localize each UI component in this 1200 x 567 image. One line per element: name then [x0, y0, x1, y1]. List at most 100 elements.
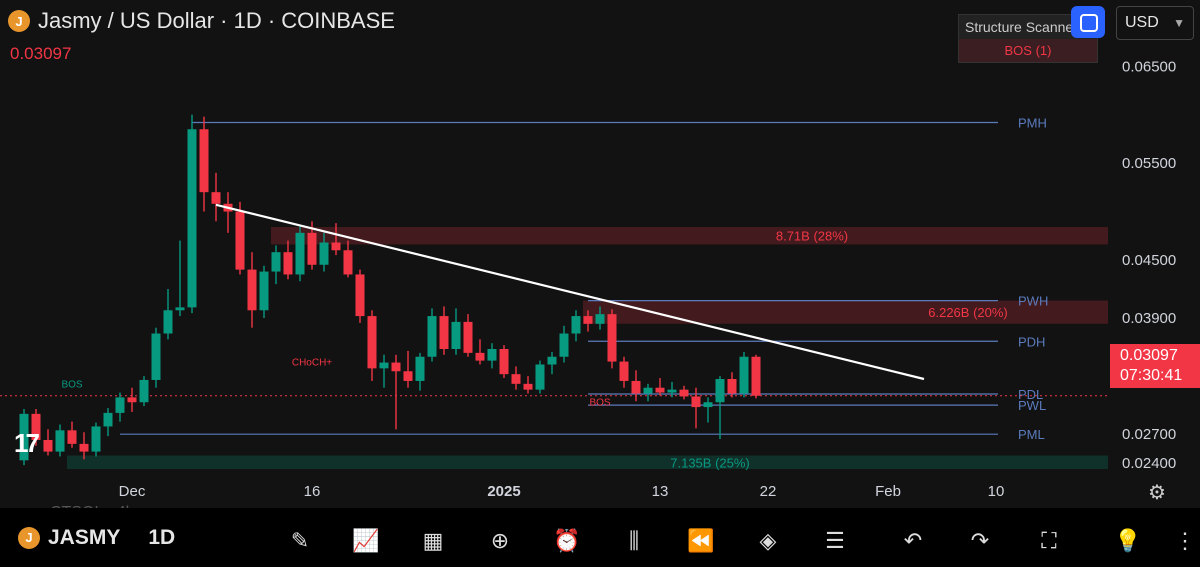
alarm-icon[interactable]: ⏰	[553, 528, 581, 553]
candle	[595, 314, 605, 324]
x-tick-label: 22	[760, 483, 777, 500]
y-tick-label: 0.06500	[1122, 58, 1176, 75]
zone-label-2: 7.135B (25%)	[670, 455, 750, 470]
symbol-selector[interactable]: J JASMY 1D	[18, 526, 278, 550]
candle	[667, 389, 677, 393]
candle	[379, 362, 389, 369]
indicators-icon[interactable]: 📈	[352, 528, 380, 553]
y-tick-label: 0.05500	[1122, 155, 1176, 172]
candle	[547, 356, 557, 365]
candle	[343, 250, 353, 275]
level-label-pwh: PWH	[1018, 294, 1048, 309]
candle	[271, 252, 281, 272]
x-tick-label: 2025	[487, 483, 520, 500]
candle	[43, 439, 53, 452]
chart-header: J Jasmy / US Dollar · 1D · COINBASE	[8, 8, 395, 34]
candle	[631, 380, 641, 394]
candle	[607, 314, 617, 362]
candle	[727, 379, 737, 394]
settings-sliders-icon[interactable]: ☰	[825, 528, 845, 553]
x-tick-label: Feb	[875, 483, 901, 500]
candle	[307, 232, 317, 265]
candle	[283, 252, 293, 275]
candle	[151, 333, 161, 380]
candle	[91, 426, 101, 452]
candle	[691, 396, 701, 408]
bottom-toolbar: J JASMY 1D ✎ 📈 ▦ ⊕ ⏰ ⫼ ⏪ ◈ ☰ ↶ ↷ ⛶ 💡 ⋮	[0, 508, 1200, 567]
candle	[403, 371, 413, 381]
candle	[511, 374, 521, 384]
y-tick-label: 0.02700	[1122, 426, 1176, 443]
candle	[451, 321, 461, 349]
candle	[619, 361, 629, 381]
structure-scanner-title: Structure Scanner	[965, 19, 1078, 35]
y-tick-label: 0.02400	[1122, 455, 1176, 472]
sync-icon[interactable]	[1071, 6, 1105, 38]
undo-icon[interactable]: ↶	[903, 528, 923, 553]
level-label-pdh: PDH	[1018, 334, 1045, 349]
candle	[211, 192, 221, 204]
annotation-bos: BOS	[589, 398, 610, 409]
gear-icon[interactable]: ⚙	[1148, 482, 1166, 504]
candles-icon[interactable]: ⫼	[628, 528, 640, 553]
candle	[19, 413, 29, 461]
candle	[643, 387, 653, 394]
candle	[703, 402, 713, 408]
current-price-label: 0.03097 07:30:41	[1110, 344, 1200, 388]
currency-label: USD	[1125, 14, 1159, 31]
candle	[535, 364, 545, 390]
level-label-pmh: PMH	[1018, 115, 1047, 130]
zone-0	[271, 227, 1108, 245]
more-icon[interactable]: ⋮	[1174, 528, 1196, 553]
candle	[175, 307, 185, 311]
trendline	[215, 203, 925, 381]
candle	[331, 242, 341, 251]
zone-label-0: 8.71B (28%)	[776, 229, 848, 244]
candle	[415, 356, 425, 381]
candle	[295, 232, 305, 275]
fullscreen-icon[interactable]: ⛶	[1041, 528, 1057, 553]
timeframe-selector[interactable]: 1D	[148, 525, 176, 549]
candle	[163, 310, 173, 334]
price-chart[interactable]: 8.71B (28%) 6.226B (20%) 7.135B (25%) PMH PW…	[0, 0, 1200, 508]
bos-count: BOS (1)	[959, 39, 1097, 62]
candle	[355, 274, 365, 317]
zone-label-1: 6.226B (20%)	[928, 305, 1008, 320]
header-price: 0.03097	[10, 44, 72, 63]
candle	[499, 348, 509, 375]
replay-icon[interactable]: ⏪	[687, 528, 715, 553]
candle	[247, 269, 257, 311]
level-label-pwl: PWL	[1018, 398, 1046, 413]
bulb-icon[interactable]: 💡	[1114, 528, 1142, 553]
chart-title: Jasmy / US Dollar · 1D · COINBASE	[38, 8, 395, 33]
x-tick-label: Dec	[119, 483, 146, 500]
candle	[679, 389, 689, 397]
candle	[235, 211, 245, 270]
candle	[31, 413, 41, 440]
candle	[439, 316, 449, 349]
candle	[571, 316, 581, 334]
candle	[127, 397, 137, 403]
level-label-pml: PML	[1018, 427, 1045, 442]
candle	[139, 379, 149, 403]
candle	[427, 316, 437, 357]
y-tick-label: 0.03900	[1122, 310, 1176, 327]
zone-1	[583, 300, 1108, 324]
layouts-icon[interactable]: ▦	[422, 528, 444, 553]
plus-icon[interactable]: ⊕	[490, 528, 510, 553]
candle	[103, 412, 113, 427]
zone-2	[67, 455, 1108, 470]
candle	[655, 387, 665, 393]
y-tick-label: 0.04500	[1122, 252, 1176, 269]
tradingview-logo-icon: 17	[14, 428, 40, 458]
candle	[259, 271, 269, 311]
candle	[55, 430, 65, 452]
layers-icon[interactable]: ◈	[759, 528, 777, 553]
candle	[559, 333, 569, 357]
candle	[751, 356, 761, 396]
candle	[199, 129, 209, 193]
current-price-value: 0.03097	[1120, 347, 1178, 364]
currency-select[interactable]: USD ▼	[1116, 6, 1194, 40]
pencil-icon[interactable]: ✎	[290, 528, 310, 553]
redo-icon[interactable]: ↷	[970, 528, 990, 553]
